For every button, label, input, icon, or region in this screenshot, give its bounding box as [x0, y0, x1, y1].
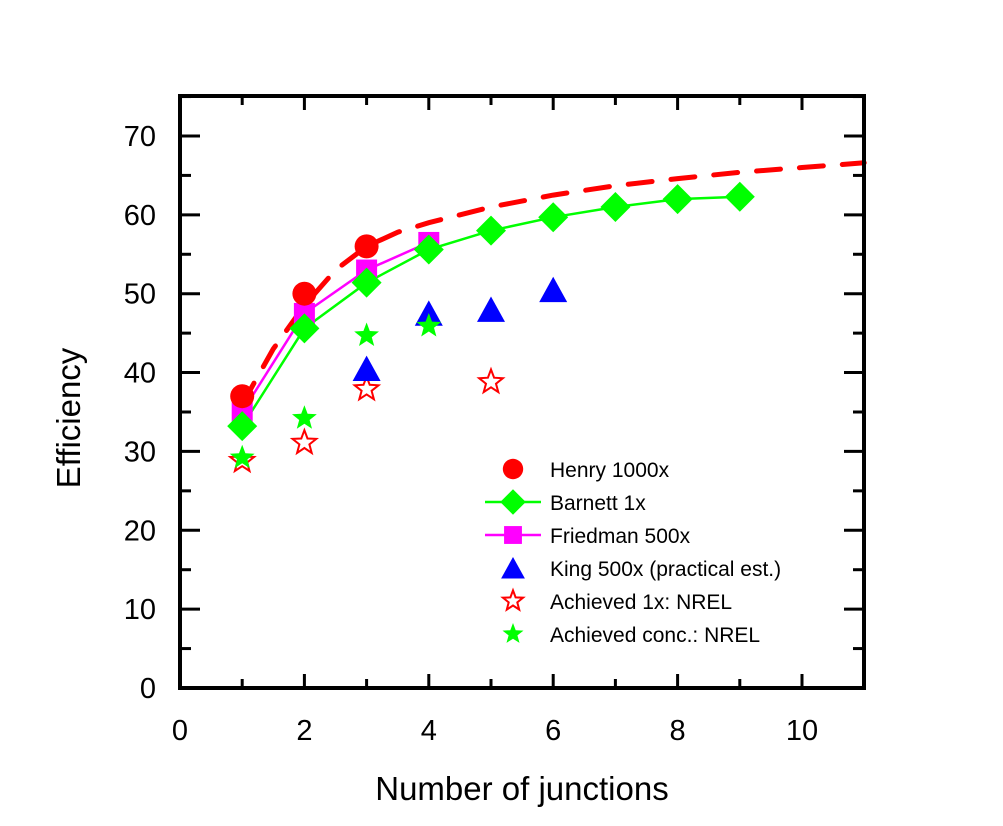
axis-ticks	[180, 95, 864, 688]
y-tick-label: 0	[140, 673, 156, 705]
legend-item-king-500x-practical-est: King 500x (practical est.)	[501, 556, 781, 581]
y-axis-title: Efficiency	[50, 347, 87, 488]
y-tick-label: 60	[124, 200, 156, 232]
barnett-1x-point	[600, 191, 631, 222]
legend-marker-diamond-icon	[500, 489, 526, 515]
henry-1000x-point	[354, 234, 379, 259]
legend-item-achieved-conc-nrel: Achieved conc.: NREL	[502, 623, 760, 647]
y-tick-label: 30	[124, 436, 156, 468]
x-tick-label: 4	[421, 715, 437, 747]
x-tick-label: 10	[786, 715, 818, 747]
y-tick-label: 40	[124, 358, 156, 390]
achieved-1x-nrel-point	[476, 366, 506, 395]
legend: Henry 1000x Barnett 1x Friedman 500x King 5…	[485, 458, 781, 647]
x-axis-title: Number of junctions	[375, 770, 668, 807]
legend-item-henry-1000x: Henry 1000x	[502, 458, 670, 482]
legend-label: Henry 1000x	[550, 459, 670, 482]
henry-1000x-trend-dashed-curve	[239, 160, 867, 407]
legend-label: Barnett 1x	[550, 492, 646, 515]
achieved-1x-nrel-point	[352, 373, 382, 402]
achieved-conc-nrel-point	[292, 405, 317, 429]
barnett-1x-point	[476, 215, 506, 246]
henry-1000x-point	[292, 281, 317, 306]
x-tick-label: 8	[670, 715, 686, 747]
barnett-1x-point	[351, 267, 382, 298]
henry-1000x-point	[230, 384, 255, 409]
achieved-1x-nrel-point	[289, 427, 320, 456]
barnett-1x-point	[724, 181, 755, 212]
legend-item-friedman-500x: Friedman 500x	[485, 525, 691, 548]
legend-label: Friedman 500x	[550, 525, 691, 548]
legend-label: Achieved conc.: NREL	[550, 624, 760, 647]
trend-curves	[239, 160, 867, 407]
y-tick-label: 50	[124, 279, 156, 311]
plot-frame	[178, 94, 866, 690]
x-tick-label: 0	[172, 715, 188, 747]
legend-label: King 500x (practical est.)	[550, 558, 781, 581]
barnett-1x-point	[289, 313, 320, 344]
barnett-1x-point	[538, 202, 569, 233]
barnett-1x-point	[227, 411, 258, 442]
legend-marker-star-icon	[502, 623, 524, 643]
y-tick-label: 70	[124, 121, 156, 153]
king-500x-practical-est-point	[539, 276, 568, 303]
legend-marker-star-open-icon	[500, 587, 526, 612]
barnett-1x-point	[662, 184, 693, 215]
achieved-conc-nrel-point	[416, 313, 442, 337]
axis-tick-labels: 0 2 4 6 8 10 0 10 20 30 40 50 60 70	[124, 121, 818, 747]
legend-item-barnett-1x: Barnett 1x	[485, 489, 646, 515]
legend-item-achieved-1x-nrel: Achieved 1x: NREL	[500, 587, 732, 614]
barnett-1x-point	[413, 234, 444, 265]
king-500x-practical-est-point	[352, 355, 381, 381]
series-markers	[227, 181, 755, 474]
achieved-conc-nrel-point	[229, 444, 255, 469]
achieved-conc-nrel-point	[354, 322, 379, 346]
legend-marker-circle-icon	[502, 458, 524, 480]
x-tick-label: 6	[545, 715, 561, 747]
friedman-500x-line	[241, 241, 430, 413]
y-tick-label: 20	[124, 515, 156, 547]
x-tick-label: 2	[296, 715, 312, 747]
legend-marker-triangle-icon	[501, 556, 525, 579]
king-500x-practical-est-point	[477, 296, 505, 322]
legend-label: Achieved 1x: NREL	[550, 591, 732, 614]
legend-marker-square-icon	[504, 526, 522, 544]
y-tick-label: 10	[124, 594, 156, 626]
